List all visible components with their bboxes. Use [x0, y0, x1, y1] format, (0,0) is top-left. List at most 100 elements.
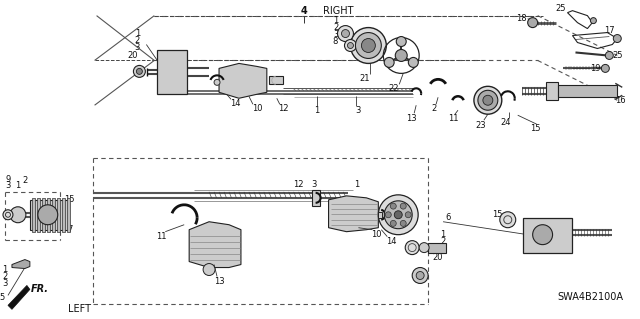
Text: 1: 1	[440, 230, 445, 239]
Circle shape	[405, 241, 419, 255]
Text: 12: 12	[278, 104, 289, 113]
Bar	[42, 198, 45, 232]
Text: 10: 10	[252, 104, 262, 113]
Text: 1: 1	[333, 16, 338, 25]
Text: 1: 1	[314, 106, 319, 115]
Circle shape	[378, 195, 418, 235]
Circle shape	[478, 90, 498, 110]
Bar	[67, 198, 70, 232]
Circle shape	[412, 268, 428, 284]
Circle shape	[351, 27, 387, 63]
Text: 18: 18	[516, 14, 527, 23]
Text: 3: 3	[5, 182, 11, 190]
Bar	[32, 198, 35, 232]
Text: 13: 13	[214, 277, 225, 286]
Text: 23: 23	[476, 121, 486, 130]
Text: 2: 2	[135, 36, 140, 45]
Text: 1: 1	[3, 265, 8, 274]
Text: 2: 2	[431, 104, 436, 113]
Bar	[61, 198, 65, 232]
Circle shape	[214, 79, 220, 85]
Circle shape	[38, 205, 58, 225]
Circle shape	[500, 212, 516, 228]
Text: 3: 3	[311, 180, 316, 189]
Text: 13: 13	[406, 114, 417, 123]
Circle shape	[344, 40, 356, 51]
Text: RIGHT: RIGHT	[323, 6, 354, 16]
Text: 7: 7	[67, 225, 72, 234]
Circle shape	[390, 203, 396, 209]
Circle shape	[408, 57, 419, 67]
Text: 3: 3	[333, 30, 338, 39]
Text: 19: 19	[590, 64, 600, 73]
Circle shape	[405, 212, 411, 218]
Text: 24: 24	[500, 118, 511, 127]
Circle shape	[396, 49, 407, 62]
Circle shape	[342, 30, 349, 38]
Circle shape	[605, 51, 613, 59]
Polygon shape	[328, 196, 378, 232]
Bar	[37, 198, 40, 232]
Text: SWA4B2100A: SWA4B2100A	[557, 293, 623, 302]
Text: 4: 4	[300, 6, 307, 16]
Text: 6: 6	[445, 213, 451, 222]
Circle shape	[416, 271, 424, 279]
Text: 17: 17	[604, 26, 614, 35]
Circle shape	[602, 64, 609, 72]
Text: 2: 2	[22, 176, 28, 185]
Circle shape	[355, 33, 381, 58]
Circle shape	[532, 225, 552, 245]
Text: 3: 3	[356, 106, 361, 115]
Circle shape	[385, 212, 391, 218]
Circle shape	[133, 65, 145, 78]
Circle shape	[400, 220, 406, 226]
Circle shape	[384, 57, 394, 67]
Bar	[312, 190, 319, 206]
Circle shape	[384, 201, 412, 229]
Circle shape	[528, 18, 538, 27]
Text: 15: 15	[531, 124, 541, 133]
Polygon shape	[12, 260, 30, 269]
Polygon shape	[219, 63, 267, 98]
Circle shape	[591, 18, 596, 24]
Circle shape	[337, 26, 353, 41]
Text: 5: 5	[0, 293, 4, 302]
Text: 16: 16	[615, 96, 625, 105]
Text: 25: 25	[612, 51, 623, 60]
Text: 8: 8	[333, 37, 338, 46]
Text: 25: 25	[556, 4, 566, 13]
Circle shape	[400, 203, 406, 209]
Text: 2: 2	[3, 272, 8, 281]
Bar	[52, 198, 55, 232]
Text: 3: 3	[440, 244, 445, 253]
Bar	[157, 50, 187, 94]
Text: LEFT: LEFT	[68, 304, 91, 314]
Circle shape	[483, 95, 493, 105]
Bar	[546, 82, 557, 100]
Circle shape	[396, 37, 406, 47]
Bar	[47, 198, 50, 232]
Bar	[269, 76, 283, 84]
Text: 22: 22	[388, 84, 399, 93]
Circle shape	[362, 39, 375, 52]
Bar	[30, 200, 68, 230]
Text: 15: 15	[493, 210, 503, 219]
Text: 3: 3	[3, 279, 8, 288]
Circle shape	[613, 34, 621, 42]
Bar	[523, 218, 573, 253]
Circle shape	[136, 68, 142, 74]
Circle shape	[419, 243, 429, 253]
Text: 2: 2	[333, 23, 338, 32]
Circle shape	[390, 220, 396, 226]
Circle shape	[3, 210, 13, 220]
Text: 1: 1	[15, 182, 20, 190]
Text: 11: 11	[448, 114, 458, 123]
Text: 20: 20	[127, 51, 138, 60]
Circle shape	[10, 207, 26, 223]
Polygon shape	[8, 286, 30, 309]
Text: 1: 1	[354, 180, 359, 189]
Text: 2: 2	[440, 237, 445, 246]
Text: 1: 1	[135, 29, 140, 38]
Text: 14: 14	[230, 99, 240, 108]
Circle shape	[474, 86, 502, 114]
